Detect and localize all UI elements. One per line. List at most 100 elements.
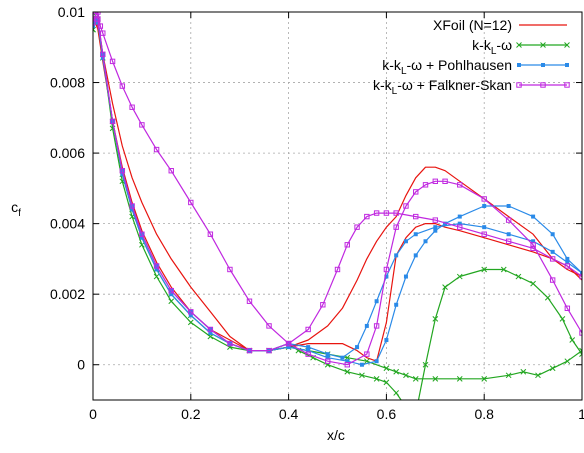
data-point bbox=[325, 355, 330, 360]
data-point bbox=[432, 217, 439, 223]
series-line bbox=[93, 22, 582, 362]
data-point bbox=[139, 241, 145, 248]
legend-marker bbox=[540, 82, 546, 88]
data-point bbox=[549, 365, 556, 372]
y-tick-label: 0.008 bbox=[50, 75, 85, 91]
data-point bbox=[564, 263, 571, 269]
data-point bbox=[403, 372, 409, 379]
data-point bbox=[457, 224, 463, 230]
data-point bbox=[354, 224, 360, 230]
data-point bbox=[383, 210, 390, 216]
data-point bbox=[442, 178, 448, 185]
data-point bbox=[549, 277, 556, 283]
data-point bbox=[119, 168, 126, 174]
legend-marker bbox=[541, 63, 545, 67]
data-point bbox=[188, 309, 194, 315]
data-point bbox=[305, 351, 311, 357]
data-point bbox=[413, 253, 418, 258]
data-point bbox=[432, 316, 439, 322]
data-point bbox=[422, 182, 429, 188]
data-point bbox=[325, 352, 330, 357]
data-point bbox=[139, 231, 145, 237]
data-point bbox=[139, 122, 145, 128]
data-point bbox=[579, 351, 582, 357]
axis-ticks: 0 0.2 0.4 0.6 0.8 1 0 0.002 0.004 0.006 0.008 0.01 bbox=[50, 4, 584, 422]
data-point bbox=[481, 196, 487, 202]
x-tick-label: 0.6 bbox=[377, 406, 397, 422]
data-point bbox=[100, 30, 106, 36]
data-point bbox=[457, 221, 462, 226]
legend-marker bbox=[517, 63, 521, 67]
data-point bbox=[530, 245, 536, 252]
data-point bbox=[373, 323, 380, 329]
data-point bbox=[531, 214, 536, 219]
legend: XFoil (N=12) k-kL-ωk-kL-ω + Pohlhausenk-k… bbox=[373, 17, 570, 97]
plot-frame bbox=[92, 11, 583, 401]
data-point bbox=[188, 199, 194, 206]
data-point bbox=[246, 298, 253, 304]
data-point bbox=[423, 239, 428, 244]
legend-marker bbox=[565, 63, 569, 67]
data-point bbox=[374, 359, 379, 364]
data-point bbox=[433, 225, 438, 230]
data-point bbox=[457, 182, 463, 188]
data-point bbox=[520, 368, 527, 375]
data-point bbox=[432, 375, 439, 382]
data-point bbox=[433, 228, 438, 233]
data-point bbox=[559, 316, 566, 322]
data-point bbox=[93, 24, 95, 29]
data-point bbox=[505, 238, 512, 244]
data-point bbox=[394, 302, 399, 307]
series-1 bbox=[93, 18, 582, 362]
data-point bbox=[345, 359, 350, 364]
data-point bbox=[97, 23, 104, 29]
data-point bbox=[306, 345, 311, 350]
data-point bbox=[412, 375, 419, 382]
data-point bbox=[344, 362, 350, 368]
data-point bbox=[393, 368, 400, 375]
y-tick-label: 0.002 bbox=[50, 286, 85, 302]
data-point bbox=[456, 273, 463, 280]
data-point bbox=[246, 347, 253, 354]
legend-marker bbox=[564, 82, 570, 88]
data-point bbox=[334, 266, 341, 273]
data-point bbox=[442, 284, 448, 290]
data-point bbox=[384, 274, 389, 279]
data-point bbox=[266, 323, 272, 329]
data-point bbox=[168, 287, 174, 294]
data-point bbox=[109, 118, 116, 125]
data-point bbox=[432, 178, 439, 185]
data-point bbox=[580, 271, 582, 276]
data-point bbox=[422, 361, 429, 368]
data-point bbox=[286, 345, 291, 350]
legend-marker bbox=[564, 42, 570, 48]
data-point bbox=[207, 231, 214, 237]
series-line bbox=[93, 14, 582, 352]
data-point bbox=[531, 239, 536, 244]
data-point bbox=[95, 16, 101, 22]
data-point bbox=[481, 375, 488, 382]
data-point bbox=[383, 365, 390, 372]
data-point bbox=[443, 221, 448, 226]
data-point bbox=[139, 235, 144, 240]
legend-label: XFoil (N=12) bbox=[433, 17, 512, 33]
data-point bbox=[549, 256, 556, 262]
data-point bbox=[456, 375, 463, 382]
data-point bbox=[153, 263, 160, 269]
data-point bbox=[359, 362, 364, 367]
y-tick-label: 0 bbox=[77, 357, 85, 373]
data-point bbox=[340, 355, 345, 360]
series-4 bbox=[93, 12, 582, 368]
data-point bbox=[506, 232, 511, 237]
data-point bbox=[500, 266, 507, 273]
series-layer bbox=[93, 12, 582, 400]
data-point bbox=[120, 172, 125, 177]
data-point bbox=[364, 323, 369, 328]
data-point bbox=[188, 313, 193, 318]
y-tick-label: 0.004 bbox=[50, 216, 85, 232]
data-point bbox=[109, 58, 116, 65]
legend-label: k-kL-ω + Pohlhausen bbox=[382, 57, 512, 77]
data-point bbox=[359, 372, 365, 379]
data-point bbox=[384, 338, 389, 343]
data-point bbox=[530, 242, 536, 248]
